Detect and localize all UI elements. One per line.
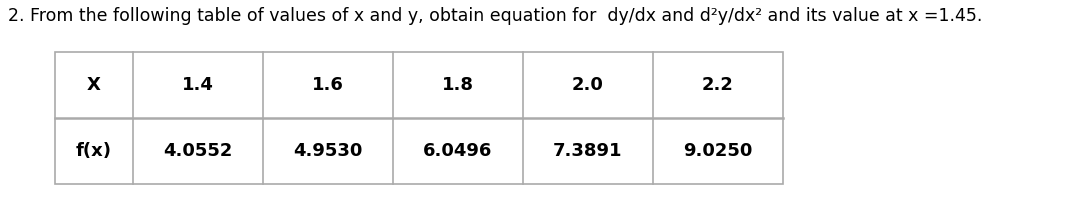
Text: 1.4: 1.4 bbox=[183, 76, 214, 94]
Text: 2.0: 2.0 bbox=[572, 76, 604, 94]
Text: 1.8: 1.8 bbox=[442, 76, 474, 94]
Text: X: X bbox=[87, 76, 100, 94]
Text: 2.2: 2.2 bbox=[702, 76, 734, 94]
Text: f(x): f(x) bbox=[76, 142, 112, 160]
Bar bbox=[55, 52, 783, 184]
Text: 2. From the following table of values of x and y, obtain equation for  dy/dx and: 2. From the following table of values of… bbox=[8, 7, 983, 25]
Text: 1.6: 1.6 bbox=[312, 76, 343, 94]
Text: 4.0552: 4.0552 bbox=[163, 142, 232, 160]
Text: 6.0496: 6.0496 bbox=[423, 142, 492, 160]
Text: 9.0250: 9.0250 bbox=[684, 142, 753, 160]
Text: 4.9530: 4.9530 bbox=[294, 142, 363, 160]
Text: 7.3891: 7.3891 bbox=[553, 142, 623, 160]
